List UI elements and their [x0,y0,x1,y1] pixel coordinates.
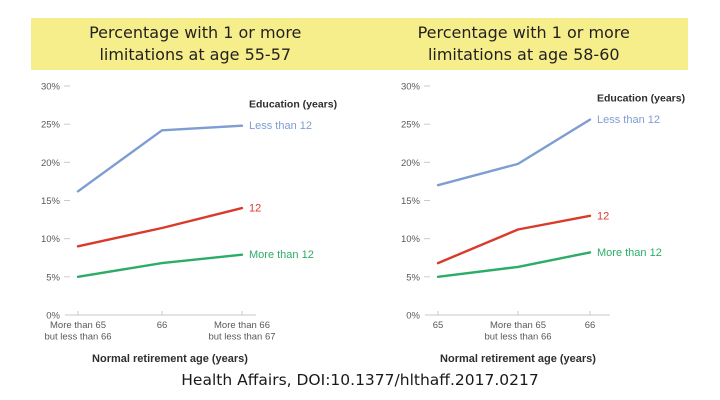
charts-row: 30% 25% 20% 15% 10% 5% 0% More than 65 but less … [30,78,720,370]
x-tick-label: 66 [585,320,596,331]
y-tick-label: 10% [401,234,421,245]
series-line-less-than-12 [436,118,592,187]
y-tick-label: 0% [406,311,420,322]
series-line-more-than-12 [76,253,244,279]
title-band: Percentage with 1 or more limitations at… [31,18,688,70]
y-tick-label: 15% [401,196,421,207]
x-axis-title: Normal retirement age (years) [92,353,248,365]
x-tick-label: More than 65 [490,320,546,331]
x-tick-label: but less than 66 [44,332,111,343]
series-label-less-than-12: Less than 12 [249,120,312,132]
x-axis-title: Normal retirement age (years) [440,353,596,365]
chart-age-55-57: 30% 25% 20% 15% 10% 5% 0% More than 65 but less … [30,78,360,370]
citation: Health Affairs, DOI:10.1377/hlthaff.2017… [181,371,539,389]
y-tick-label: 20% [41,158,61,169]
legend-title: Education (years) [597,93,685,105]
y-tick-label: 10% [41,234,61,245]
y-tick-label: 25% [41,120,61,131]
series-line-less-than-12 [76,124,244,193]
y-tick-label: 25% [401,120,421,131]
series-label-less-than-12: Less than 12 [597,114,660,126]
x-tick-label: 66 [157,320,168,331]
series-line-more-than-12 [436,251,592,279]
series-label-12: 12 [597,210,609,222]
chart-title-right-line2: limitations at age 58-60 [427,45,620,64]
x-tick-label: More than 66 [214,320,270,331]
y-tick-label: 20% [401,158,421,169]
legend-title: Education (years) [249,99,337,111]
y-axis: 30% 25% 20% 15% 10% 5% 0% [401,82,430,322]
y-tick-label: 15% [41,196,61,207]
y-tick-label: 5% [46,272,60,283]
y-tick-label: 5% [406,272,420,283]
series-label-more-than-12: More than 12 [597,247,662,259]
x-tick-label: but less than 67 [208,332,275,343]
chart-title-right-line1: Percentage with 1 or more [417,23,630,43]
y-tick-label: 30% [401,82,421,93]
x-tick-label: 65 [433,320,444,331]
series-label-more-than-12: More than 12 [249,249,314,261]
chart-title-left: Percentage with 1 or more limitations at… [31,22,360,65]
series-line-12 [436,214,592,265]
y-tick-label: 30% [41,82,61,93]
series-line-12 [76,206,244,248]
y-axis: 30% 25% 20% 15% 10% 5% 0% [41,82,70,322]
x-tick-label: More than 65 [50,320,106,331]
chart-title-left-line2: limitations at age 55-57 [99,45,292,64]
chart-age-58-60: 30% 25% 20% 15% 10% 5% 0% 65 More than 65 but les… [390,78,720,370]
chart-title-left-line1: Percentage with 1 or more [89,23,302,43]
series-label-12: 12 [249,203,261,215]
chart-title-right: Percentage with 1 or more limitations at… [360,22,689,65]
x-tick-label: but less than 66 [484,332,551,343]
y-tick-label: 0% [46,311,60,322]
